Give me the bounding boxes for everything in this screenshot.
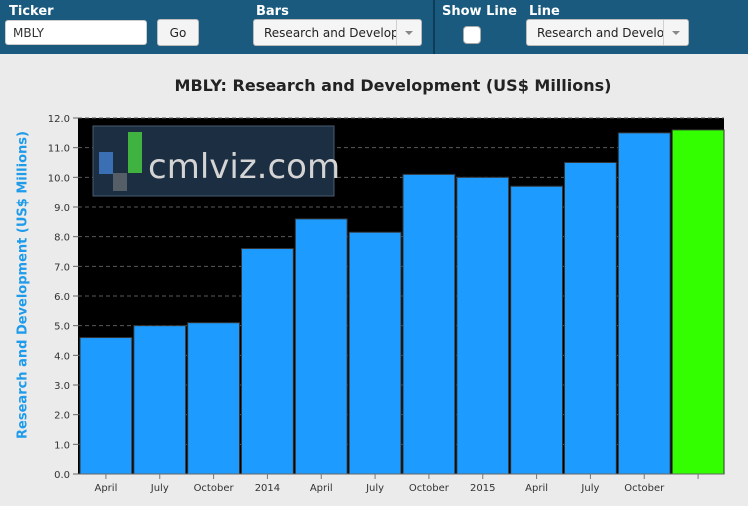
bars-label: Bars	[256, 4, 289, 19]
go-button[interactable]: Go	[157, 19, 199, 46]
x-tick-label: April	[525, 483, 548, 494]
y-tick-label: 6.0	[54, 292, 70, 303]
bar	[456, 176, 510, 475]
watermark-text: cmlviz.com	[148, 147, 340, 187]
x-tick-label: July	[580, 483, 599, 494]
y-tick-label: 11.0	[48, 144, 70, 155]
ticker-input[interactable]	[5, 20, 147, 45]
bars-select[interactable]: Research and Development	[253, 19, 422, 46]
line-select[interactable]: Research and Development	[526, 19, 689, 46]
bars-select-value: Research and Development	[264, 26, 422, 40]
line-label: Line	[529, 4, 560, 19]
ticker-label: Ticker	[9, 4, 54, 19]
bar	[187, 322, 241, 475]
bar	[564, 162, 617, 475]
divider	[433, 0, 435, 54]
bar	[402, 173, 456, 475]
y-tick-label: 4.0	[54, 351, 70, 362]
bar	[671, 129, 725, 475]
y-tick-label: 3.0	[54, 381, 70, 392]
bar	[133, 325, 187, 475]
x-tick-label: October	[409, 483, 450, 494]
y-tick-label: 2.0	[54, 411, 70, 422]
x-tick-label: 2014	[255, 483, 280, 494]
chevron-down-icon	[663, 20, 688, 45]
logo-blue-bar	[99, 152, 113, 174]
y-tick-label: 5.0	[54, 322, 70, 333]
bar	[294, 218, 348, 475]
line-select-value: Research and Development	[537, 26, 689, 40]
x-tick-label: April	[94, 483, 117, 494]
show-line-label: Show Line	[442, 4, 517, 19]
bar	[79, 337, 133, 475]
x-tick-label: July	[365, 483, 384, 494]
bar	[348, 231, 402, 475]
y-tick-label: 0.0	[54, 470, 70, 481]
y-tick-label: 9.0	[54, 203, 70, 214]
bar	[510, 185, 563, 475]
bar	[241, 248, 294, 475]
show-line-checkbox[interactable]	[463, 26, 481, 44]
y-tick-label: 8.0	[54, 233, 70, 244]
chart-title: MBLY: Research and Development (US$ Mill…	[174, 76, 612, 95]
y-tick-label: 10.0	[48, 173, 70, 184]
y-tick-label: 12.0	[48, 114, 70, 125]
chevron-down-icon	[396, 20, 421, 45]
x-tick-label: July	[150, 483, 169, 494]
logo-gray-bar	[113, 173, 127, 191]
y-tick-label: 7.0	[54, 262, 70, 273]
x-tick-label: October	[194, 483, 235, 494]
x-tick-label: April	[310, 483, 333, 494]
logo-green-bar	[128, 132, 142, 173]
x-tick-label: October	[624, 483, 665, 494]
control-bar: Ticker Go Bars Research and Development …	[0, 0, 748, 54]
bar	[617, 132, 671, 475]
x-tick-label: 2015	[470, 483, 495, 494]
y-tick-label: 1.0	[54, 440, 70, 451]
